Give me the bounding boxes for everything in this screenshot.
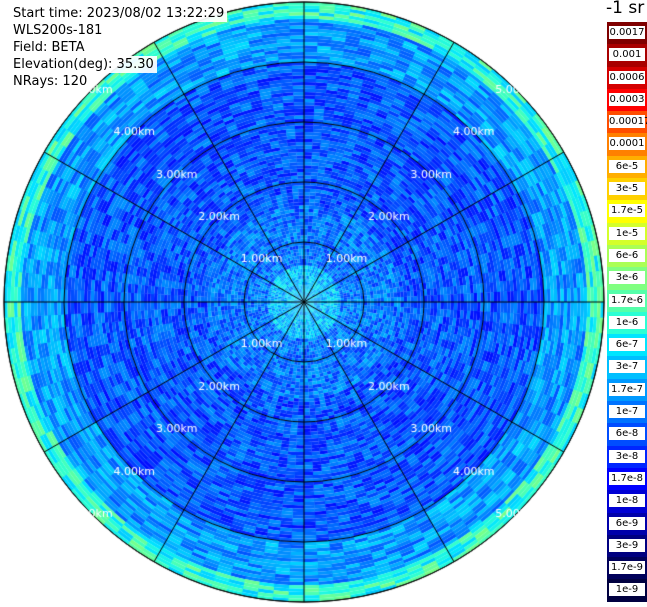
colorbar-cell: 1.7e-8 (607, 467, 647, 491)
colorbar-cell: 6e-6 (607, 244, 647, 268)
colorbar-cell: 1e-8 (607, 490, 647, 513)
field-name: Field: BETA (10, 39, 88, 56)
colorbar-label: 6e-5 (609, 159, 645, 173)
colorbar-cell: 1.7e-5 (607, 200, 647, 223)
colorbar-label: 0.0003 (609, 92, 645, 106)
nrays: NRays: 120 (10, 73, 91, 90)
colorbar-cell: 3e-7 (607, 356, 647, 379)
colorbar-cell: 0.0003 (607, 88, 647, 112)
colorbar-label: 6e-8 (609, 427, 645, 441)
colorbar-cell: 0.00017 (607, 111, 647, 134)
colorbar-label: 1e-9 (609, 583, 645, 597)
colorbar-cell: 6e-5 (607, 155, 647, 179)
colorbar-cell: 1.7e-7 (607, 378, 647, 402)
colorbar-label: 1.7e-8 (609, 471, 645, 485)
colorbar-cell: 6e-9 (607, 512, 647, 535)
colorbar-label: 3e-8 (609, 449, 645, 463)
start-time: Start time: 2023/08/02 13:22:29 (10, 5, 228, 22)
colorbar-label: 1e-8 (609, 494, 645, 508)
colorbar-label: 6e-6 (609, 248, 645, 262)
colorbar-cell: 3e-6 (607, 267, 647, 290)
colorbar-cell: 1.7e-9 (607, 557, 647, 580)
colorbar-unit: -1 sr (606, 0, 645, 18)
elevation: Elevation(deg): 35.30 (10, 56, 157, 73)
colorbar-label: 1.7e-7 (609, 382, 645, 396)
colorbar-label: 1.7e-9 (609, 561, 645, 575)
colorbar-label: 0.0017 (609, 26, 645, 39)
colorbar-cell: 0.0001 (607, 133, 647, 156)
colorbar-label: 6e-9 (609, 516, 645, 530)
colorbar-cell: 6e-8 (607, 423, 647, 446)
colorbar-label: 1e-6 (609, 315, 645, 329)
colorbar-label: 3e-7 (609, 360, 645, 374)
colorbar-label: 3e-6 (609, 271, 645, 285)
colorbar: 0.0017 0.001 0.0006 0.0003 0.00017 0.0001 6e-5… (607, 22, 647, 602)
colorbar-cell: 1.7e-6 (607, 289, 647, 312)
colorbar-cell: 3e-5 (607, 178, 647, 201)
colorbar-cell: 0.0006 (607, 66, 647, 89)
colorbar-label: 1.7e-5 (609, 204, 645, 218)
colorbar-cell: 1e-5 (607, 222, 647, 245)
colorbar-cell: 1e-9 (607, 579, 647, 602)
colorbar-cell: 3e-8 (607, 445, 647, 468)
colorbar-cell: 3e-9 (607, 534, 647, 558)
colorbar-label: 0.0001 (609, 137, 645, 151)
colorbar-label: 1e-7 (609, 405, 645, 419)
colorbar-label: 1.7e-6 (609, 293, 645, 307)
colorbar-label: 3e-9 (609, 538, 645, 552)
colorbar-cell: 1e-7 (607, 401, 647, 424)
colorbar-label: 3e-5 (609, 182, 645, 196)
colorbar-label: 1e-5 (609, 226, 645, 240)
colorbar-cell: 6e-7 (607, 334, 647, 357)
colorbar-label: 0.001 (609, 48, 645, 62)
colorbar-cell: 1e-6 (607, 311, 647, 335)
colorbar-label: 0.00017 (609, 115, 647, 129)
instrument-name: WLS200s-181 (10, 22, 106, 39)
colorbar-label: 6e-7 (609, 338, 645, 352)
colorbar-cell: 0.0017 (607, 22, 647, 45)
colorbar-label: 0.0006 (609, 70, 645, 84)
scan-info: Start time: 2023/08/02 13:22:29 WLS200s-… (10, 5, 228, 90)
colorbar-cell: 0.001 (607, 44, 647, 67)
